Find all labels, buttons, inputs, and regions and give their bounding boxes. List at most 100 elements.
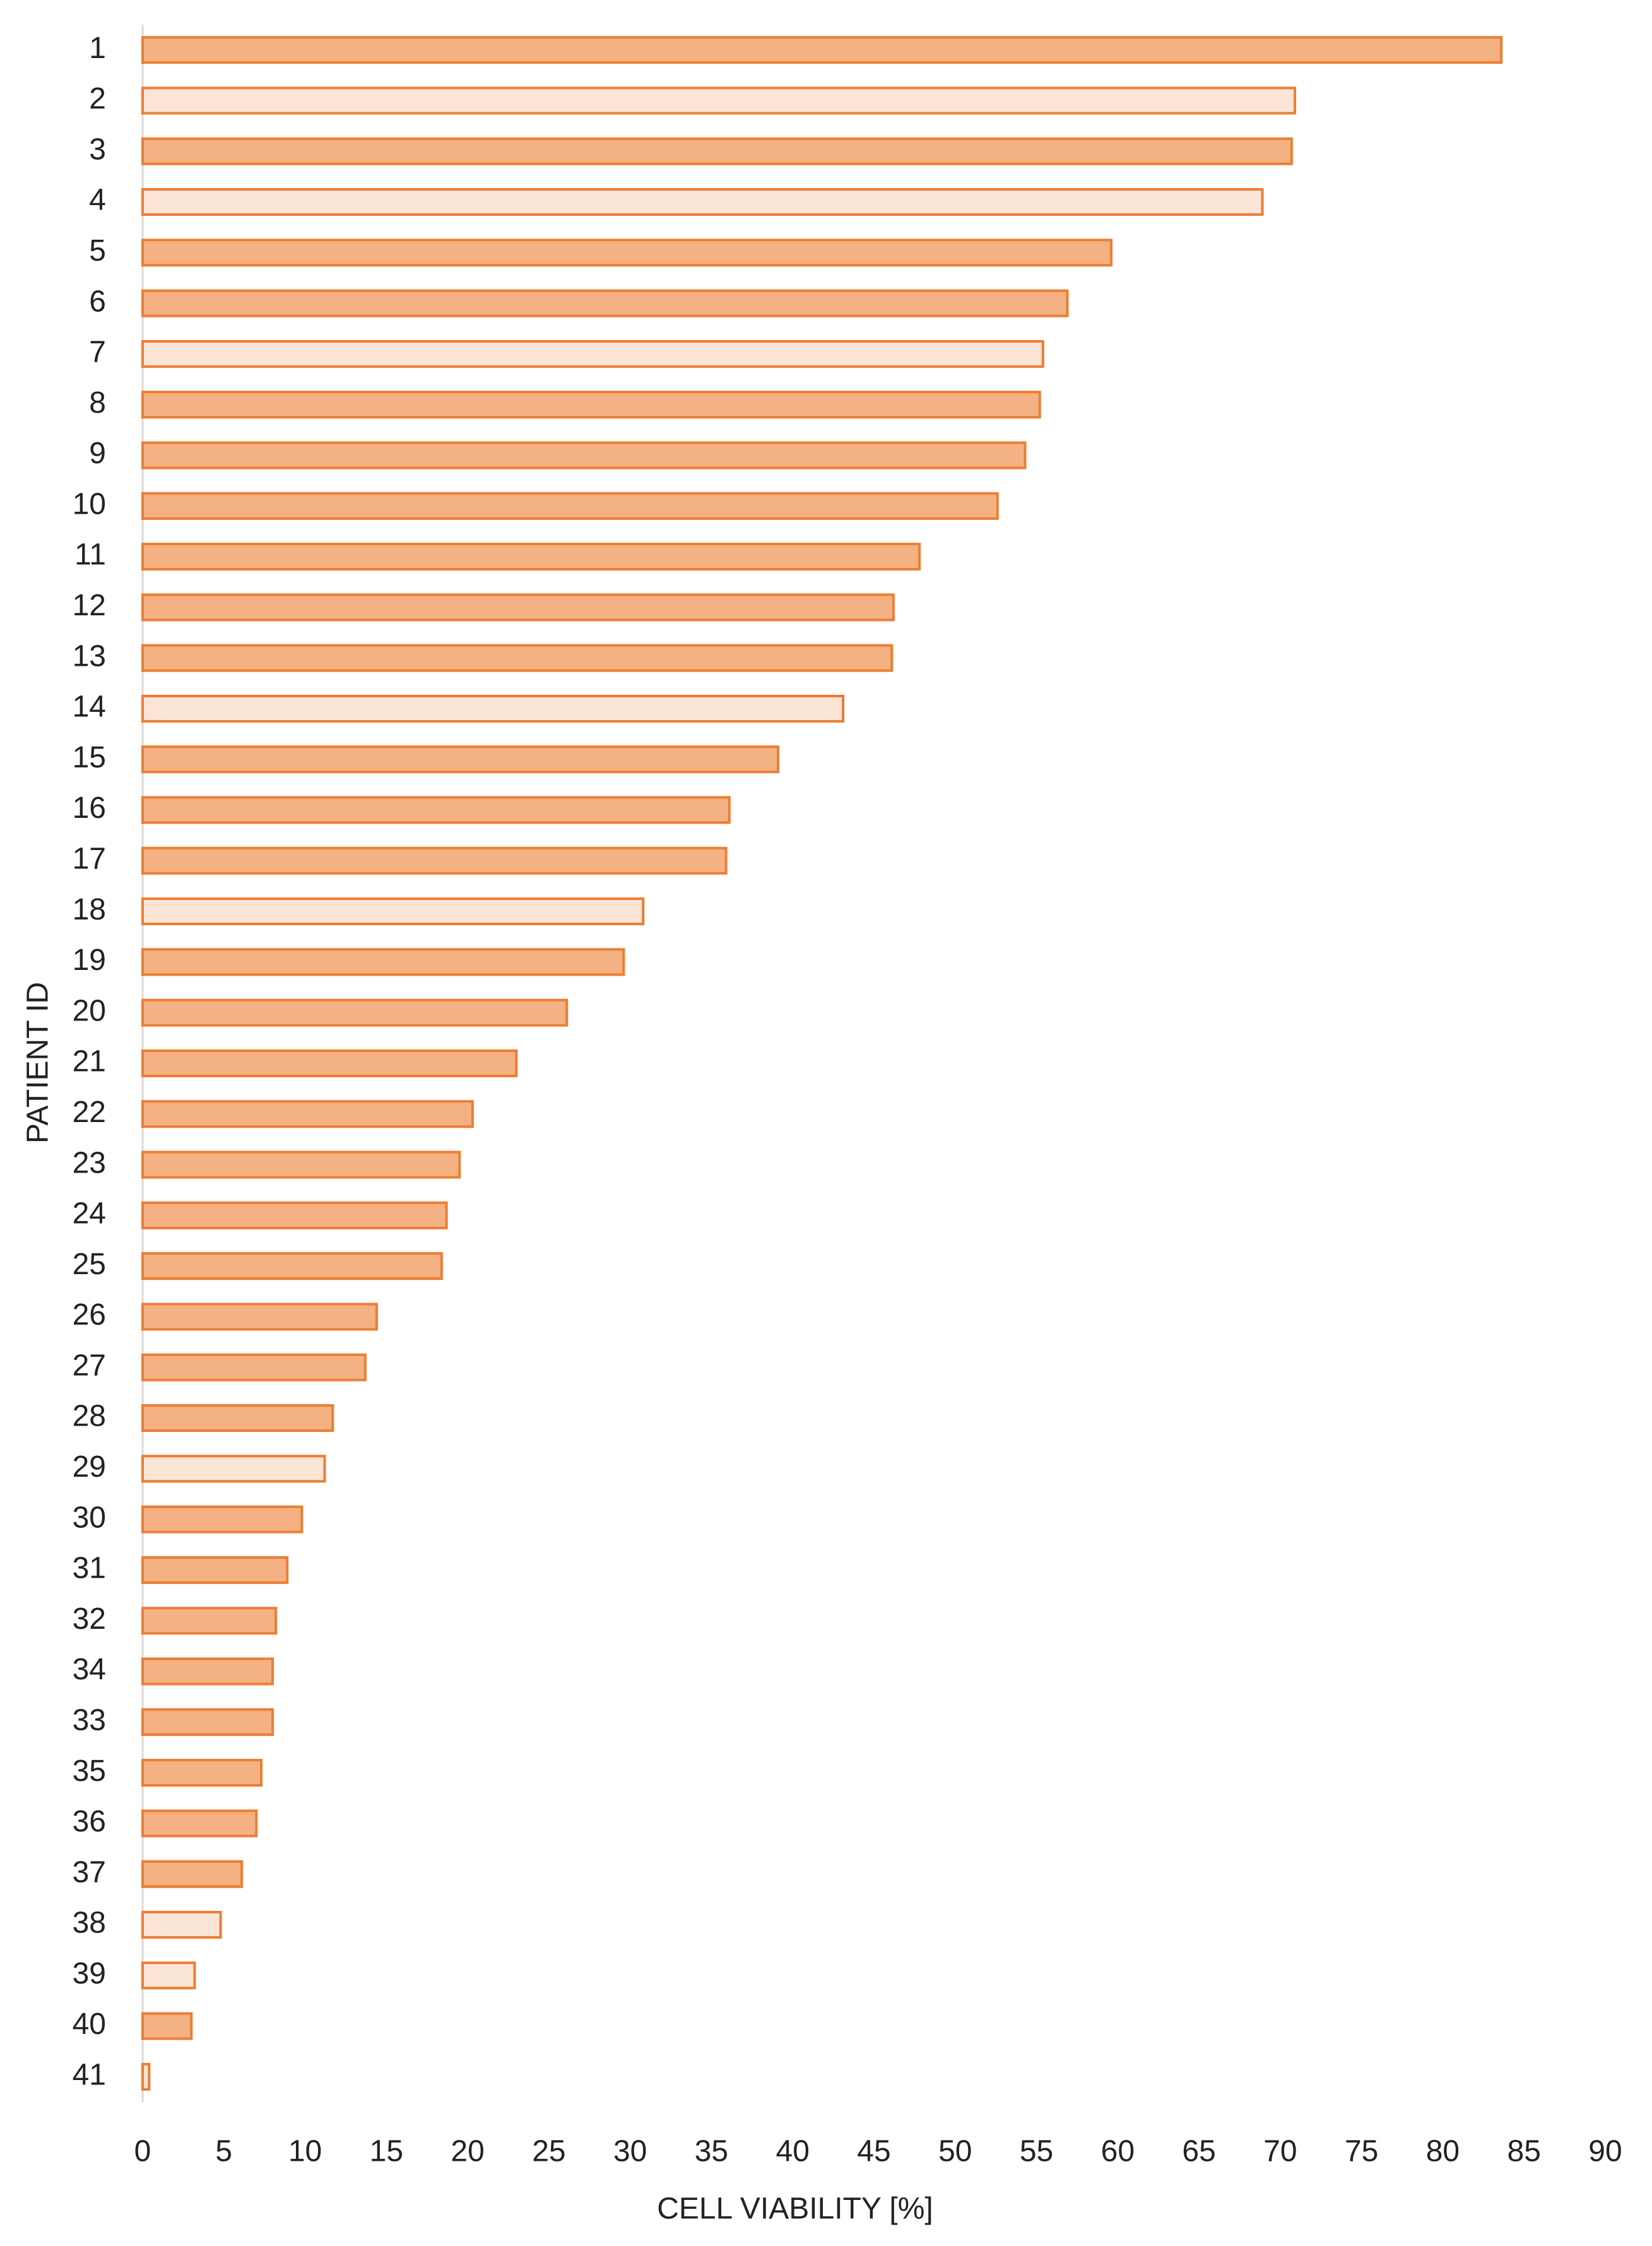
- x-tick-label: 85: [1507, 2135, 1541, 2168]
- y-tick-label: 4: [89, 184, 106, 217]
- bar: [141, 543, 921, 571]
- y-tick-label: 20: [73, 994, 106, 1027]
- y-tick-label: 28: [73, 1400, 106, 1433]
- bar: [141, 644, 894, 672]
- y-tick-label: 19: [73, 943, 106, 977]
- x-tick-label: 55: [1020, 2135, 1053, 2168]
- y-tick-label: 15: [73, 741, 106, 774]
- x-tick-label: 60: [1101, 2135, 1135, 2168]
- bar: [141, 1860, 244, 1888]
- bar: [141, 492, 999, 520]
- y-tick-label: 35: [73, 1754, 106, 1788]
- y-tick-label: 37: [73, 1855, 106, 1889]
- y-tick-label: 27: [73, 1349, 106, 1382]
- bar: [141, 846, 728, 875]
- y-tick-label: 16: [73, 791, 106, 825]
- y-tick-label: 5: [89, 234, 106, 268]
- bar: [141, 593, 895, 622]
- x-tick-label: 5: [215, 2135, 232, 2168]
- y-tick-label: 26: [73, 1298, 106, 1332]
- x-tick-label: 40: [776, 2135, 810, 2168]
- y-tick-label: 23: [73, 1146, 106, 1179]
- bar: [141, 897, 645, 926]
- y-tick-label: 31: [73, 1552, 106, 1585]
- y-tick-label: 13: [73, 639, 106, 673]
- y-tick-label: 41: [73, 2059, 106, 2092]
- y-tick-label: 1: [89, 32, 106, 65]
- y-tick-label: 2: [89, 82, 106, 115]
- bar: [141, 745, 780, 774]
- bar: [141, 391, 1041, 419]
- x-tick-label: 25: [532, 2135, 565, 2168]
- y-tick-label: 14: [73, 690, 106, 724]
- bar: [141, 1303, 378, 1331]
- y-tick-label: 22: [73, 1096, 106, 1129]
- y-tick-label: 17: [73, 842, 106, 876]
- y-tick-label: 38: [73, 1906, 106, 1940]
- bar: [141, 289, 1069, 317]
- x-tick-label: 10: [288, 2135, 322, 2168]
- bar: [141, 998, 569, 1027]
- bar: [141, 1150, 461, 1179]
- y-tick-label: 6: [89, 285, 106, 318]
- y-tick-label: 12: [73, 589, 106, 622]
- x-tick-label: 80: [1426, 2135, 1460, 2168]
- y-tick-label: 39: [73, 1957, 106, 1990]
- y-tick-label: 40: [73, 2007, 106, 2041]
- y-tick-label: 7: [89, 336, 106, 369]
- y-tick-label: 24: [73, 1197, 106, 1231]
- x-tick-label: 45: [857, 2135, 890, 2168]
- bar: [141, 441, 1027, 470]
- bar: [141, 86, 1297, 115]
- x-tick-label: 65: [1182, 2135, 1215, 2168]
- bar: [141, 36, 1503, 64]
- y-tick-label: 36: [73, 1805, 106, 1838]
- y-tick-label: 30: [73, 1501, 106, 1534]
- y-tick-label: 32: [73, 1602, 106, 1636]
- bar: [141, 948, 625, 976]
- bar: [141, 1455, 326, 1483]
- x-tick-label: 0: [134, 2135, 151, 2168]
- y-tick-label: 3: [89, 133, 106, 166]
- bar: [141, 1607, 278, 1635]
- y-tick-label: 34: [73, 1653, 106, 1686]
- bar: [141, 1708, 274, 1736]
- bar: [141, 188, 1264, 216]
- y-tick-label: 21: [73, 1045, 106, 1079]
- y-tick-label: 25: [73, 1248, 106, 1281]
- bar: [141, 137, 1293, 165]
- x-axis-title: CELL VIABILITY [%]: [657, 2192, 933, 2226]
- bar: [141, 1049, 518, 1077]
- bar: [141, 1657, 274, 1686]
- x-tick-label: 75: [1345, 2135, 1378, 2168]
- bar: [141, 1100, 474, 1128]
- x-tick-label: 70: [1263, 2135, 1297, 2168]
- x-tick-label: 30: [613, 2135, 647, 2168]
- y-tick-label: 11: [74, 538, 106, 572]
- bar: [141, 1353, 367, 1381]
- bar: [141, 1556, 289, 1584]
- x-tick-label: 90: [1588, 2135, 1622, 2168]
- bar: [141, 694, 845, 723]
- y-tick-label: 8: [89, 386, 106, 420]
- bar: [141, 1809, 258, 1838]
- x-tick-label: 20: [451, 2135, 484, 2168]
- bar: [141, 1252, 443, 1280]
- bar: [141, 340, 1044, 368]
- y-tick-label: 33: [73, 1703, 106, 1737]
- bar: [141, 1759, 263, 1787]
- x-tick-label: 35: [695, 2135, 728, 2168]
- bar: [141, 796, 731, 824]
- bar: [141, 2062, 151, 2091]
- bar: [141, 2012, 193, 2040]
- y-tick-label: 29: [73, 1450, 106, 1484]
- y-tick-label: 10: [73, 487, 106, 521]
- y-tick-label: 9: [89, 437, 106, 470]
- bar: [141, 239, 1113, 267]
- bar: [141, 1404, 334, 1433]
- bar: [141, 1201, 448, 1229]
- bar: [141, 1961, 196, 1990]
- y-tick-label: 18: [73, 893, 106, 926]
- x-tick-label: 15: [370, 2135, 403, 2168]
